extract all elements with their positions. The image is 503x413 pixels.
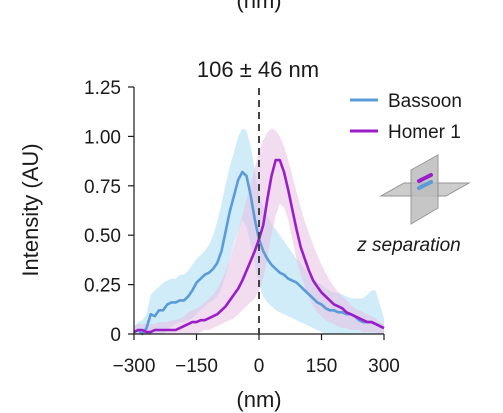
y-tick-label: 0.50 — [84, 226, 121, 247]
x-tick-label: 0 — [254, 356, 265, 377]
top-cut-label: (nm) — [236, 0, 281, 13]
y-tick-label: 0.25 — [84, 276, 121, 297]
inset-label: z separation — [356, 235, 461, 256]
x-tick-label: −300 — [113, 356, 156, 377]
chart-annotation: 106 ± 46 nm — [197, 57, 319, 82]
legend: Bassoon Homer 1 — [350, 91, 462, 143]
y-tick-label: 0.75 — [84, 177, 121, 198]
y-tick-label: 0 — [110, 325, 121, 346]
inset-bassoon-mark — [417, 180, 433, 190]
x-tick-label: 150 — [306, 356, 338, 377]
legend-label-homer: Homer 1 — [388, 122, 461, 143]
z-separation-inset: z separation — [356, 154, 471, 256]
band-homer-1 — [134, 128, 384, 334]
y-axis-title: Intensity (AU) — [18, 143, 43, 276]
x-tick-label: 300 — [368, 356, 400, 377]
x-axis-title: (nm) — [236, 387, 281, 412]
y-tick-label: 1.00 — [84, 127, 121, 148]
line-homer-1 — [133, 158, 385, 334]
y-ticks: 0 0.25 0.50 0.75 1.00 1.25 — [84, 78, 134, 346]
x-ticks: −300 −150 0 150 300 — [113, 334, 400, 377]
series-lines — [133, 158, 385, 336]
inset-homer-mark — [417, 173, 433, 183]
y-tick-label: 1.25 — [84, 78, 121, 99]
inset-vertical-plane — [410, 154, 439, 225]
x-tick-label: −150 — [175, 356, 218, 377]
legend-label-bassoon: Bassoon — [388, 91, 462, 112]
